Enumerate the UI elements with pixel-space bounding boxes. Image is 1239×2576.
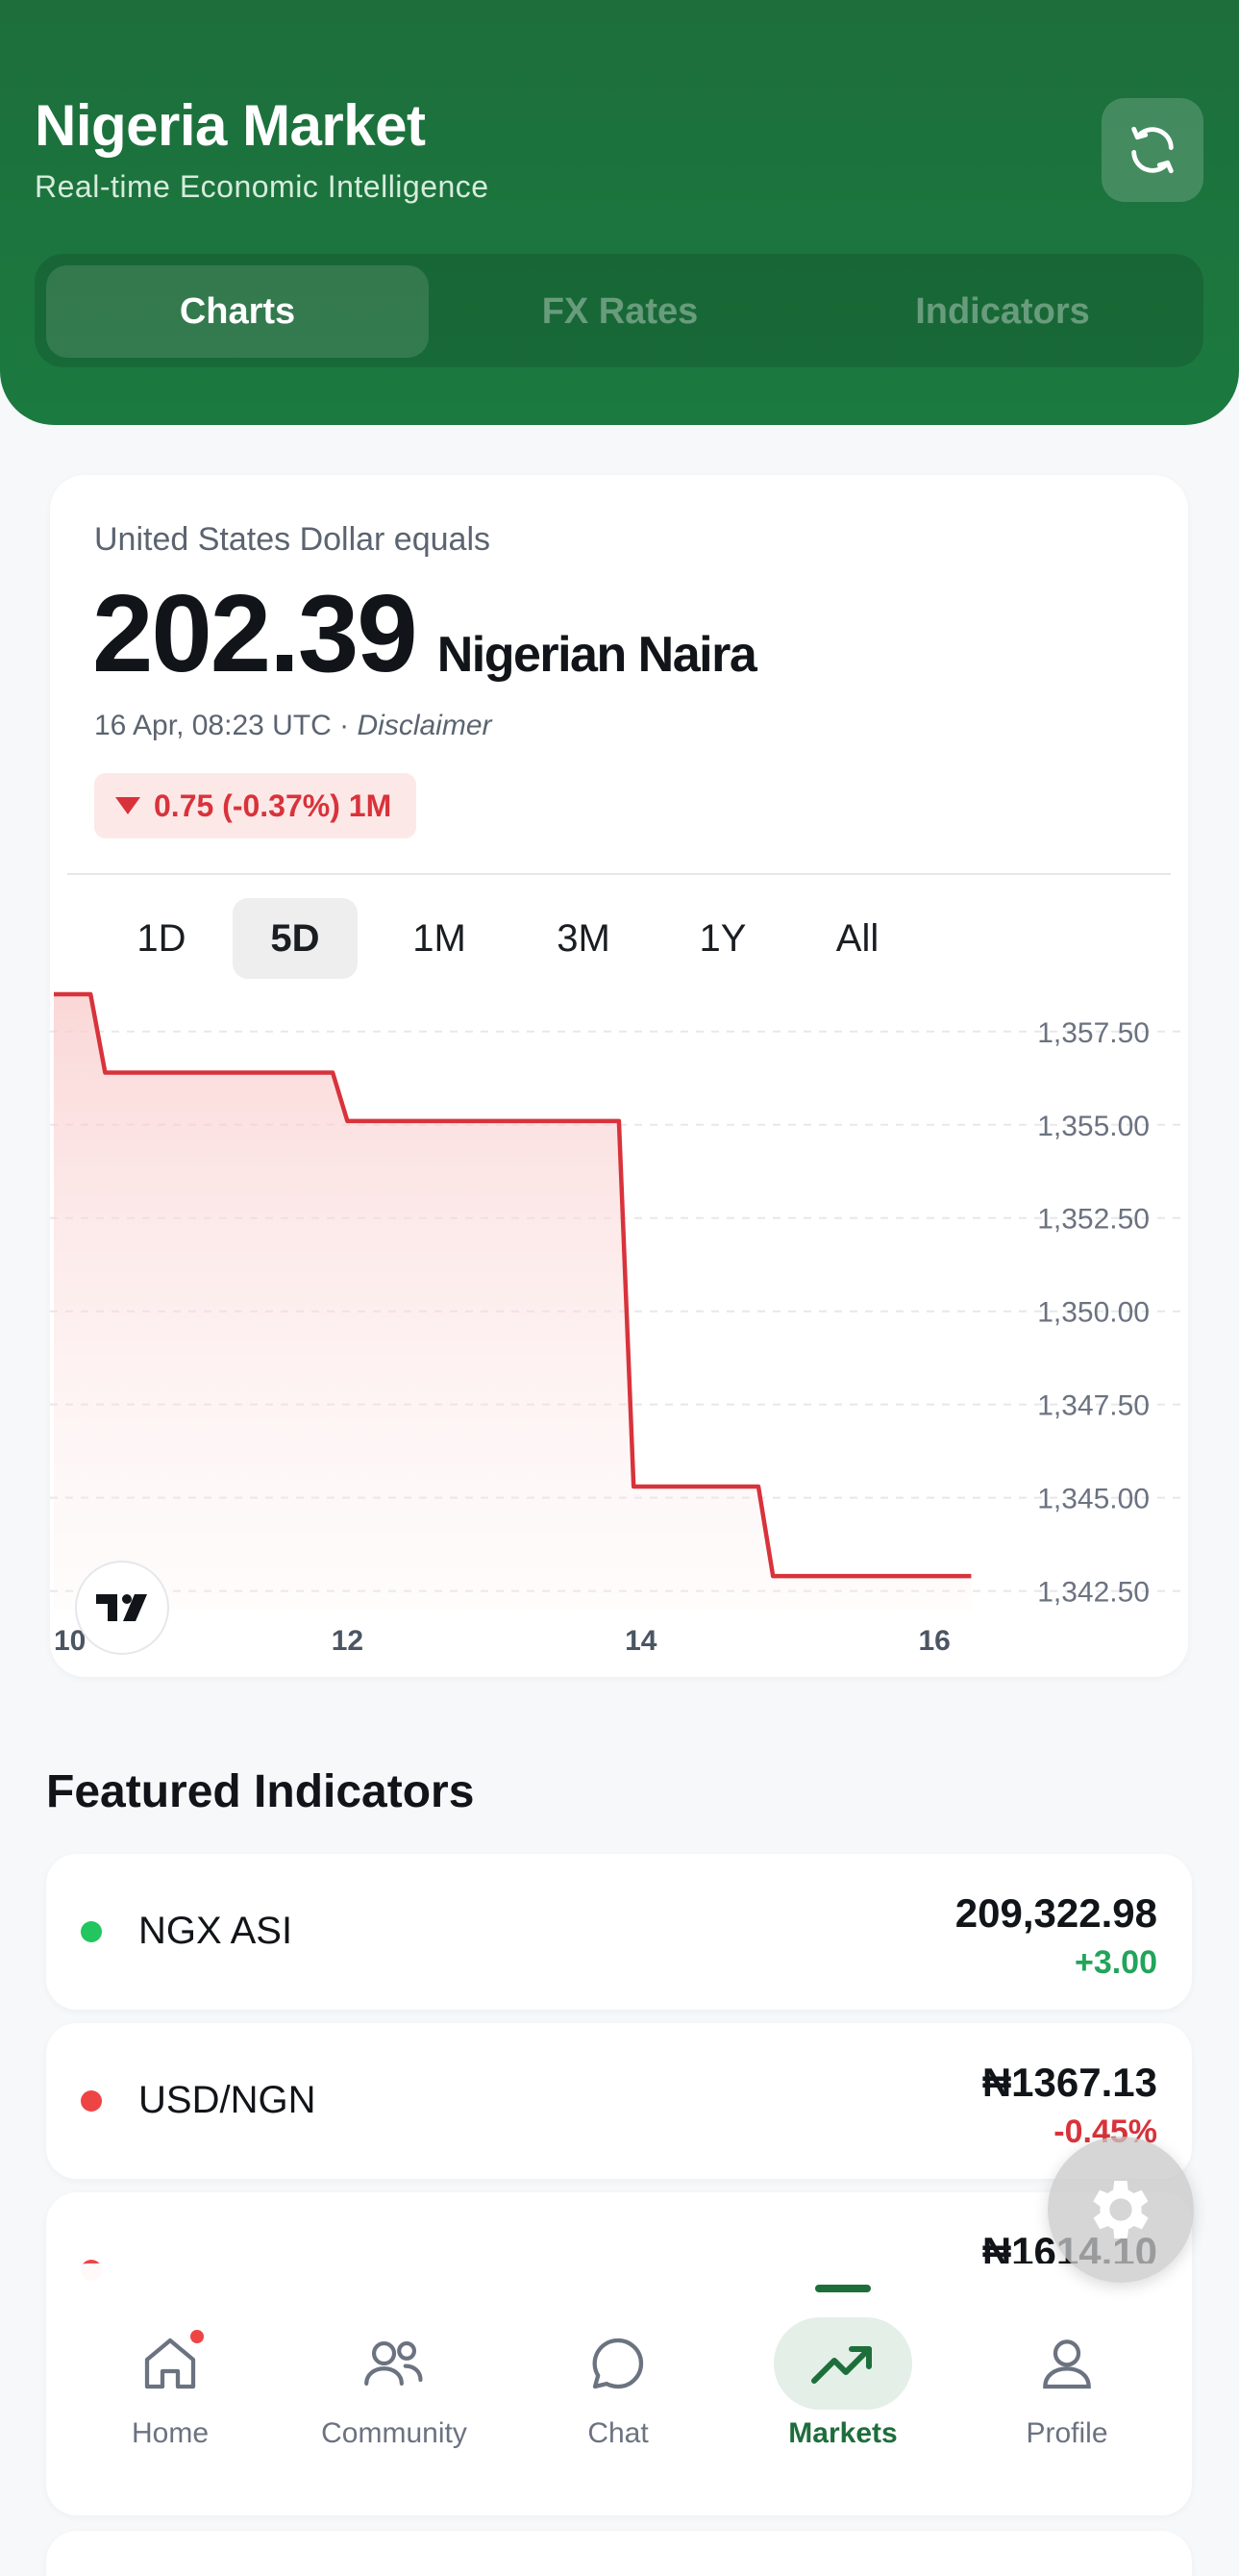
nav-markets[interactable]: Markets bbox=[742, 2263, 944, 2471]
range-all[interactable]: All bbox=[835, 916, 880, 960]
rate-value: 202.39 bbox=[92, 573, 418, 695]
y-tick-label: 1,357.50 bbox=[1037, 1017, 1150, 1049]
indicator-name: USD/NGN bbox=[138, 2079, 316, 2121]
featured-indicators-title: Featured Indicators bbox=[46, 1766, 475, 1817]
range-selector: 1D 5D 1M 3M 1Y All bbox=[50, 898, 1188, 985]
y-tick-label: 1,347.50 bbox=[1037, 1390, 1150, 1422]
profile-icon bbox=[998, 2317, 1136, 2410]
divider bbox=[67, 873, 1171, 875]
page-subtitle: Real-time Economic Intelligence bbox=[35, 169, 489, 204]
nav-community-label: Community bbox=[321, 2417, 467, 2449]
chart-area-fill bbox=[54, 994, 972, 1610]
refresh-button[interactable] bbox=[1102, 98, 1203, 202]
y-tick-label: 1,355.00 bbox=[1037, 1111, 1150, 1142]
x-tick-label: 16 bbox=[919, 1625, 951, 1657]
base-currency-label: United States Dollar equals bbox=[94, 521, 491, 558]
status-dot bbox=[81, 1921, 102, 1942]
x-tick-label: 14 bbox=[625, 1625, 657, 1657]
nav-markets-label: Markets bbox=[788, 2417, 898, 2449]
nav-home[interactable]: Home bbox=[69, 2263, 271, 2471]
nav-chat[interactable]: Chat bbox=[517, 2263, 719, 2471]
range-1y[interactable]: 1Y bbox=[699, 916, 747, 960]
nav-profile[interactable]: Profile bbox=[966, 2263, 1168, 2471]
page-title: Nigeria Market bbox=[35, 93, 426, 158]
active-indicator bbox=[815, 2285, 871, 2292]
tab-fx-rates[interactable]: FX Rates bbox=[541, 290, 699, 332]
nav-chat-label: Chat bbox=[587, 2417, 649, 2449]
range-3m[interactable]: 3M bbox=[557, 916, 610, 960]
y-tick-label: 1,342.50 bbox=[1037, 1577, 1150, 1609]
tradingview-logo[interactable] bbox=[75, 1561, 169, 1655]
quote-currency-label: Nigerian Naira bbox=[436, 627, 757, 683]
fx-quote-card: United States Dollar equals 202.39 Niger… bbox=[50, 475, 1188, 1677]
tab-charts[interactable]: Charts bbox=[46, 265, 429, 358]
x-tick-label: 12 bbox=[332, 1625, 363, 1657]
indicator-change: +3.00 bbox=[1074, 1944, 1157, 1981]
y-tick-label: 1,352.50 bbox=[1037, 1204, 1150, 1236]
nav-profile-label: Profile bbox=[1026, 2417, 1108, 2449]
price-chart[interactable]: 1,357.50 1,355.00 1,352.50 1,350.00 1,347.50… bbox=[50, 475, 1188, 1677]
disclaimer-link[interactable]: Disclaimer bbox=[357, 710, 492, 741]
trending-up-icon bbox=[774, 2317, 912, 2410]
range-1m[interactable]: 1M bbox=[412, 916, 466, 960]
range-5d[interactable]: 5D bbox=[233, 898, 358, 979]
indicator-name: NGX ASI bbox=[138, 1910, 293, 1952]
indicator-value: 209,322.98 bbox=[954, 1890, 1157, 1936]
refresh-icon bbox=[1131, 126, 1174, 174]
x-tick-label: 10 bbox=[54, 1625, 86, 1657]
indicator-card[interactable] bbox=[46, 2531, 1192, 2576]
down-triangle-icon bbox=[115, 797, 140, 814]
tab-indicators[interactable]: Indicators bbox=[915, 290, 1090, 332]
nav-community[interactable]: Community bbox=[293, 2263, 495, 2471]
timestamp-text: 16 Apr, 08:23 UTC · bbox=[94, 710, 358, 741]
y-tick-label: 1,345.00 bbox=[1037, 1484, 1150, 1515]
notification-badge bbox=[187, 2327, 207, 2346]
change-text: 0.75 (-0.37%) 1M bbox=[154, 788, 392, 823]
status-dot bbox=[81, 2090, 102, 2112]
home-icon bbox=[101, 2317, 239, 2410]
indicator-card[interactable]: USD/NGN ₦1367.13 -0.45% bbox=[46, 2023, 1192, 2179]
community-icon bbox=[325, 2317, 463, 2410]
indicator-value: ₦1367.13 bbox=[981, 2060, 1157, 2105]
settings-fab[interactable] bbox=[1048, 2137, 1194, 2283]
quote-timestamp: 16 Apr, 08:23 UTC · Disclaimer bbox=[94, 710, 492, 742]
gear-icon bbox=[1093, 2181, 1149, 2238]
section-tabs: Charts FX Rates Indicators bbox=[35, 254, 1203, 367]
change-badge: 0.75 (-0.37%) 1M bbox=[94, 773, 417, 838]
y-tick-label: 1,350.00 bbox=[1037, 1297, 1150, 1329]
app-header: Nigeria Market Real-time Economic Intell… bbox=[0, 0, 1239, 425]
bottom-navigation: Home Community Chat Markets Profile bbox=[50, 2263, 1188, 2471]
range-1d[interactable]: 1D bbox=[136, 916, 186, 960]
indicator-card[interactable]: NGX ASI 209,322.98 +3.00 bbox=[46, 1854, 1192, 2010]
chat-icon bbox=[549, 2317, 687, 2410]
rate-row: 202.39 Nigerian Naira bbox=[92, 571, 757, 697]
chart-series-line bbox=[54, 991, 972, 1579]
nav-home-label: Home bbox=[131, 2417, 210, 2449]
